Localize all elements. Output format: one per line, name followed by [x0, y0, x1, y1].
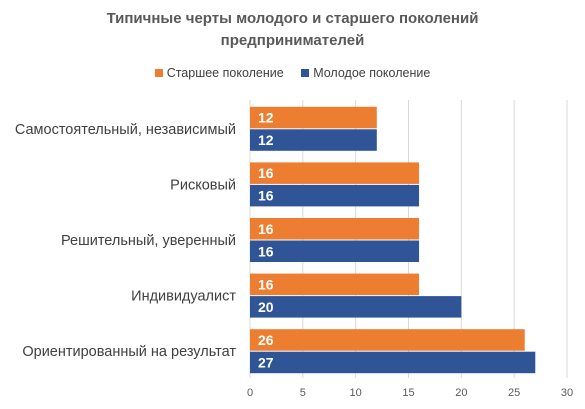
legend-swatch-younger [301, 69, 310, 77]
data-label: 12 [258, 132, 274, 148]
legend-label-older: Старшее поколение [166, 66, 284, 80]
x-tick-label: 0 [247, 387, 253, 399]
category-label: Решительный, уверенный [61, 233, 236, 249]
bar-older [250, 329, 525, 351]
x-tick-label: 15 [402, 387, 414, 399]
bar-younger [250, 129, 377, 151]
data-label: 16 [258, 188, 274, 204]
bar-older [250, 218, 420, 240]
chart-title-line-2: предпринимателей [220, 32, 365, 49]
legend-swatch-older [154, 69, 163, 77]
x-tick-label: 25 [508, 387, 520, 399]
data-label: 16 [258, 221, 274, 237]
legend: Старшее поколение Молодое поколение [0, 66, 585, 80]
data-label: 16 [258, 276, 274, 292]
bar-older [250, 162, 420, 184]
category-label: Самостоятельный, независимый [15, 122, 236, 138]
x-tick-label: 5 [300, 387, 306, 399]
data-label: 20 [258, 299, 274, 315]
category-label: Ориентированный на результат [22, 344, 236, 360]
bar-older [250, 106, 377, 129]
bar-older [250, 273, 420, 296]
chart-title-line-1: Типичные черты молодого и старшего покол… [106, 10, 479, 27]
bar-younger [250, 184, 420, 207]
category-label: Индивидуалист [131, 289, 236, 305]
legend-item-younger: Молодое поколение [301, 66, 430, 80]
x-tick-label: 10 [350, 387, 362, 399]
x-tick-label: 20 [455, 387, 467, 399]
data-label: 12 [258, 110, 274, 126]
bar-younger [250, 296, 462, 318]
legend-label-younger: Молодое поколение [313, 66, 431, 80]
chart-title: Типичные черты молодого и старшего покол… [0, 8, 585, 52]
bar-younger [250, 240, 420, 262]
x-tick-label: 30 [561, 387, 573, 399]
bar-younger [250, 351, 536, 374]
data-label: 16 [258, 165, 274, 181]
data-label: 16 [258, 243, 274, 259]
legend-item-older: Старшее поколение [154, 66, 284, 80]
category-label: Рисковый [170, 177, 236, 193]
data-label: 26 [258, 332, 274, 348]
data-label: 27 [258, 354, 274, 370]
